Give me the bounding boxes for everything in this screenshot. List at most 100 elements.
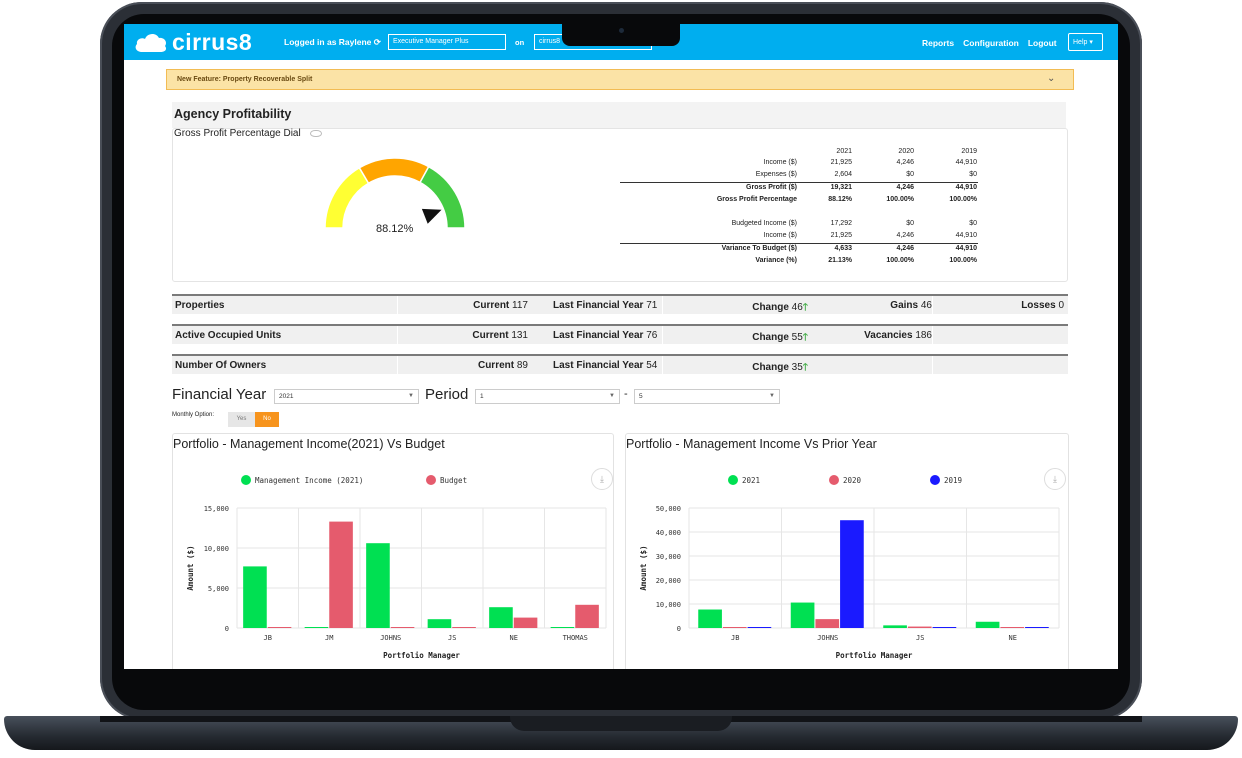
current-value: 117 bbox=[512, 300, 528, 311]
period-to-select[interactable]: 5 ▼ bbox=[634, 389, 780, 404]
kpi-last-year: Last Financial Year 71 bbox=[553, 300, 657, 311]
y-tick-label: 50,000 bbox=[656, 505, 681, 513]
bar-js-1[interactable] bbox=[452, 627, 476, 628]
chevron-down-icon[interactable]: ⌄ bbox=[1047, 73, 1056, 84]
y-tick-label: 10,000 bbox=[656, 601, 681, 609]
bar-js-2[interactable] bbox=[932, 627, 957, 628]
y-axis-title: Amount ($) bbox=[639, 545, 648, 590]
eye-icon[interactable] bbox=[310, 130, 322, 137]
period-from-select[interactable]: 1 ▼ bbox=[475, 389, 620, 404]
bar-ne-0[interactable] bbox=[489, 607, 513, 628]
legend-label[interactable]: Budget bbox=[440, 476, 467, 485]
nav-reports[interactable]: Reports bbox=[922, 38, 955, 48]
stat-value: 4,246 bbox=[896, 245, 914, 252]
bar-jm-1[interactable] bbox=[329, 521, 353, 628]
financial-year-label: Financial Year bbox=[172, 386, 267, 403]
kpi-label: Properties bbox=[175, 300, 225, 311]
stat-label: Budgeted Income ($) bbox=[731, 220, 797, 227]
bar-johns-0[interactable] bbox=[790, 602, 815, 628]
cloud-icon bbox=[135, 33, 167, 52]
legend-label[interactable]: 2019 bbox=[944, 476, 962, 485]
stat-label: Variance (%) bbox=[755, 257, 797, 264]
last-year-value: 54 bbox=[646, 360, 658, 371]
x-tick-label: THOMAS bbox=[563, 634, 588, 642]
nav-configuration[interactable]: Configuration bbox=[963, 38, 1019, 48]
legend-swatch[interactable] bbox=[426, 475, 436, 485]
logo[interactable]: cirrus8 bbox=[134, 27, 264, 57]
stat-value: 100.00% bbox=[949, 196, 977, 203]
bar-johns-1[interactable] bbox=[815, 619, 840, 628]
profitability-header: Agency Profitability bbox=[172, 102, 1066, 128]
bar-jm-0[interactable] bbox=[304, 627, 329, 628]
y-tick-label: 5,000 bbox=[208, 585, 229, 593]
year-header: 2019 bbox=[961, 148, 977, 155]
bar-js-0[interactable] bbox=[427, 619, 452, 628]
x-tick-label: JOHNS bbox=[380, 634, 401, 642]
change-label: Change bbox=[752, 332, 789, 343]
bar-thomas-1[interactable] bbox=[575, 604, 599, 628]
kpi-extra: Vacancies 186 bbox=[864, 330, 932, 341]
legend-swatch[interactable] bbox=[930, 475, 940, 485]
extra-label: Gains bbox=[890, 300, 919, 311]
bar-thomas-0[interactable] bbox=[550, 627, 575, 628]
current-label: Current bbox=[477, 360, 515, 371]
help-dropdown[interactable]: Help ▾ bbox=[1068, 33, 1103, 51]
bar-ne-0[interactable] bbox=[975, 621, 1000, 628]
refresh-icon[interactable]: ⟳ bbox=[373, 37, 381, 47]
bar-jb-0[interactable] bbox=[243, 566, 267, 628]
last-year-value: 76 bbox=[646, 330, 658, 341]
kpi-divider bbox=[397, 356, 398, 374]
legend-swatch[interactable] bbox=[241, 475, 251, 485]
x-tick-label: JS bbox=[916, 634, 924, 642]
legend-swatch[interactable] bbox=[728, 475, 738, 485]
stat-value: $0 bbox=[906, 220, 914, 227]
legend-label[interactable]: 2020 bbox=[843, 476, 862, 485]
download-icon[interactable]: ⤓ bbox=[1044, 468, 1066, 490]
bar-js-1[interactable] bbox=[907, 626, 932, 628]
role-select[interactable]: Executive Manager Plus bbox=[388, 34, 506, 50]
stat-value: $0 bbox=[969, 171, 977, 178]
financial-year-select[interactable]: 2021 ▼ bbox=[274, 389, 419, 404]
legend-label[interactable]: 2021 bbox=[742, 476, 760, 485]
y-tick-label: 0 bbox=[677, 625, 681, 633]
arrow-up-icon: 🡑 bbox=[802, 362, 808, 373]
kpi-current: Current 89 bbox=[478, 360, 528, 371]
chevron-down-icon: ▼ bbox=[408, 393, 414, 399]
table-rule bbox=[620, 182, 978, 183]
bar-johns-1[interactable] bbox=[390, 627, 415, 628]
chart-card-prior-year: Portfolio - Management Income Vs Prior Y… bbox=[625, 433, 1069, 669]
kpi-divider bbox=[662, 326, 663, 344]
download-icon[interactable]: ⤓ bbox=[591, 468, 613, 490]
bar-jb-0[interactable] bbox=[698, 609, 722, 628]
chevron-down-icon: ▼ bbox=[769, 393, 775, 399]
bar-jb-2[interactable] bbox=[747, 627, 772, 628]
bar-johns-0[interactable] bbox=[366, 543, 390, 628]
y-tick-label: 20,000 bbox=[656, 577, 681, 585]
x-tick-label: JM bbox=[325, 634, 333, 642]
stat-value: 44,910 bbox=[955, 184, 977, 191]
bar-jb-1[interactable] bbox=[267, 627, 292, 628]
stat-value: 19,321 bbox=[830, 184, 852, 191]
year-header: 2020 bbox=[898, 148, 914, 155]
nav-logout[interactable]: Logout bbox=[1027, 38, 1057, 48]
legend-label[interactable]: Management Income (2021) bbox=[255, 476, 363, 485]
bar-ne-1[interactable] bbox=[513, 617, 538, 628]
bar-johns-2[interactable] bbox=[840, 520, 864, 628]
stat-label: Expenses ($) bbox=[755, 171, 797, 178]
monthly-yes-toggle[interactable]: Yes bbox=[228, 412, 255, 427]
kpi-extra: Gains 46 bbox=[890, 300, 932, 311]
chart-title: Portfolio - Management Income(2021) Vs B… bbox=[173, 437, 445, 451]
stat-label: Gross Profit ($) bbox=[746, 184, 797, 191]
bar-js-0[interactable] bbox=[883, 625, 907, 628]
bar-jb-1[interactable] bbox=[722, 627, 747, 628]
bar-ne-2[interactable] bbox=[1025, 627, 1049, 628]
chevron-down-icon: ▼ bbox=[609, 393, 615, 399]
feature-banner[interactable]: New Feature: Property Recoverable Split … bbox=[166, 69, 1074, 90]
prior-year-bar-chart: 2021 2020 2019 0 10,000 20,000 30,000 40,000 50,… bbox=[639, 475, 1060, 660]
bar-ne-1[interactable] bbox=[1000, 627, 1025, 628]
legend-swatch[interactable] bbox=[829, 475, 839, 485]
monthly-no-toggle[interactable]: No bbox=[255, 412, 279, 427]
x-tick-label: JOHNS bbox=[817, 634, 838, 642]
stat-value: 2,604 bbox=[834, 171, 852, 178]
on-label: on bbox=[515, 38, 525, 47]
